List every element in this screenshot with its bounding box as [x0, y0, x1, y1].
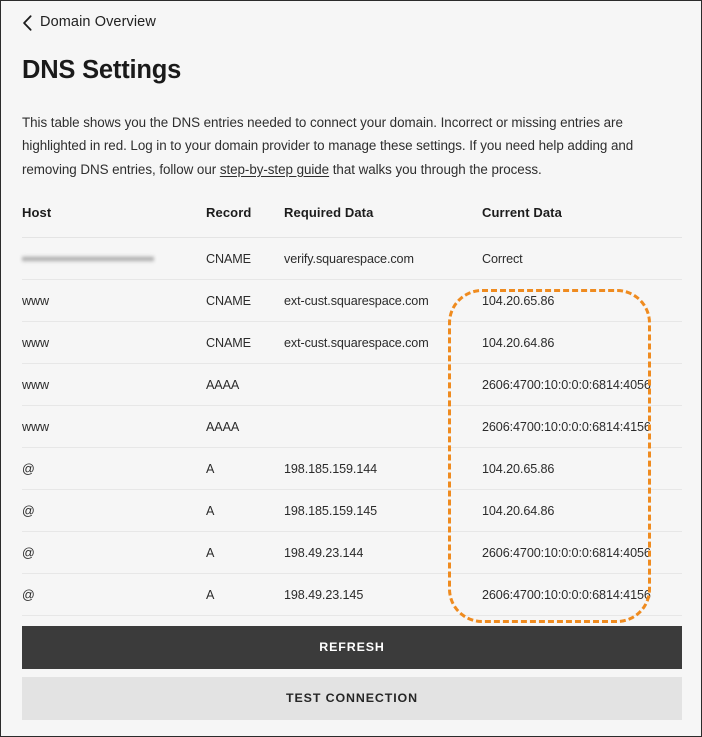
cell-record: AAAA	[206, 363, 284, 406]
cell-required-data: 198.185.159.145	[284, 489, 482, 532]
column-header-required-data: Required Data	[284, 205, 482, 238]
breadcrumb[interactable]: Domain Overview	[22, 1, 680, 31]
cell-host: www	[22, 279, 206, 322]
test-connection-button[interactable]: TEST CONNECTION	[22, 677, 682, 720]
cell-current-data: 104.20.65.86	[482, 447, 682, 490]
table-row: @ A 198.185.159.145 104.20.64.86	[22, 489, 682, 532]
page-title: DNS Settings	[22, 56, 182, 84]
table-row: CNAME verify.squarespace.com Correct	[22, 237, 682, 280]
step-by-step-guide-link[interactable]: step-by-step guide	[219, 161, 330, 177]
table-row: @ A 198.49.23.144 2606:4700:10:0:0:0:6814:4…	[22, 531, 682, 574]
redacted-host-value	[22, 255, 154, 264]
cell-required-data: 198.49.23.144	[284, 531, 482, 574]
cell-current-data: 2606:4700:10:0:0:0:6814:4156	[482, 573, 682, 616]
cell-host: www	[22, 405, 206, 448]
cell-host: @	[22, 489, 206, 532]
cell-required-data: verify.squarespace.com	[284, 237, 482, 280]
cell-required-data: ext-cust.squarespace.com	[284, 321, 482, 364]
cell-record: A	[206, 531, 284, 574]
table-row: www AAAA 2606:4700:10:0:0:0:6814:4056	[22, 363, 682, 406]
description-text-part-1: This table shows you the DNS entries nee…	[22, 114, 634, 177]
cell-current-data: 2606:4700:10:0:0:0:6814:4056	[482, 531, 682, 574]
column-header-host: Host	[22, 205, 206, 238]
table-row: www CNAME ext-cust.squarespace.com 104.20.6…	[22, 321, 682, 364]
cell-record: CNAME	[206, 237, 284, 280]
table-row: www AAAA 2606:4700:10:0:0:0:6814:4156	[22, 405, 682, 448]
cell-record: AAAA	[206, 405, 284, 448]
cell-current-data: Correct	[482, 237, 682, 280]
cell-host: @	[22, 447, 206, 490]
refresh-button[interactable]: REFRESH	[22, 626, 682, 669]
cell-current-data: 2606:4700:10:0:0:0:6814:4156	[482, 405, 682, 448]
cell-current-data: 104.20.65.86	[482, 279, 682, 322]
column-header-current-data: Current Data	[482, 205, 682, 238]
dns-records-table: Host Record Required Data Current Data C…	[22, 205, 682, 616]
chevron-left-icon[interactable]	[22, 14, 33, 31]
cell-host: www	[22, 321, 206, 364]
cell-host: @	[22, 531, 206, 574]
cell-record: CNAME	[206, 279, 284, 322]
cell-record: A	[206, 573, 284, 616]
action-buttons: REFRESH TEST CONNECTION	[22, 626, 682, 720]
cell-record: A	[206, 489, 284, 532]
table-row: @ A 198.49.23.145 2606:4700:10:0:0:0:6814:4…	[22, 573, 682, 616]
cell-required-data: 198.49.23.145	[284, 573, 482, 616]
cell-record: A	[206, 447, 284, 490]
cell-required-data: 198.185.159.144	[284, 447, 482, 490]
cell-current-data: 2606:4700:10:0:0:0:6814:4056	[482, 363, 682, 406]
column-header-record: Record	[206, 205, 284, 238]
breadcrumb-label[interactable]: Domain Overview	[40, 14, 156, 31]
table-header-row: Host Record Required Data Current Data	[22, 205, 682, 238]
cell-host: @	[22, 573, 206, 616]
cell-record: CNAME	[206, 321, 284, 364]
cell-host	[22, 237, 206, 280]
cell-current-data: 104.20.64.86	[482, 489, 682, 532]
table-header: Host Record Required Data Current Data	[22, 205, 682, 238]
table-row: @ A 198.185.159.144 104.20.65.86	[22, 447, 682, 490]
cell-required-data	[284, 405, 482, 448]
cell-current-data: 104.20.64.86	[482, 321, 682, 364]
page-description: This table shows you the DNS entries nee…	[22, 84, 680, 182]
cell-host: www	[22, 363, 206, 406]
table-row: www CNAME ext-cust.squarespace.com 104.20.6…	[22, 279, 682, 322]
cell-required-data	[284, 363, 482, 406]
cell-required-data: ext-cust.squarespace.com	[284, 279, 482, 322]
description-text-part-2: that walks you through the process.	[329, 161, 542, 177]
table-body: CNAME verify.squarespace.com Correct www CNA…	[22, 237, 682, 616]
